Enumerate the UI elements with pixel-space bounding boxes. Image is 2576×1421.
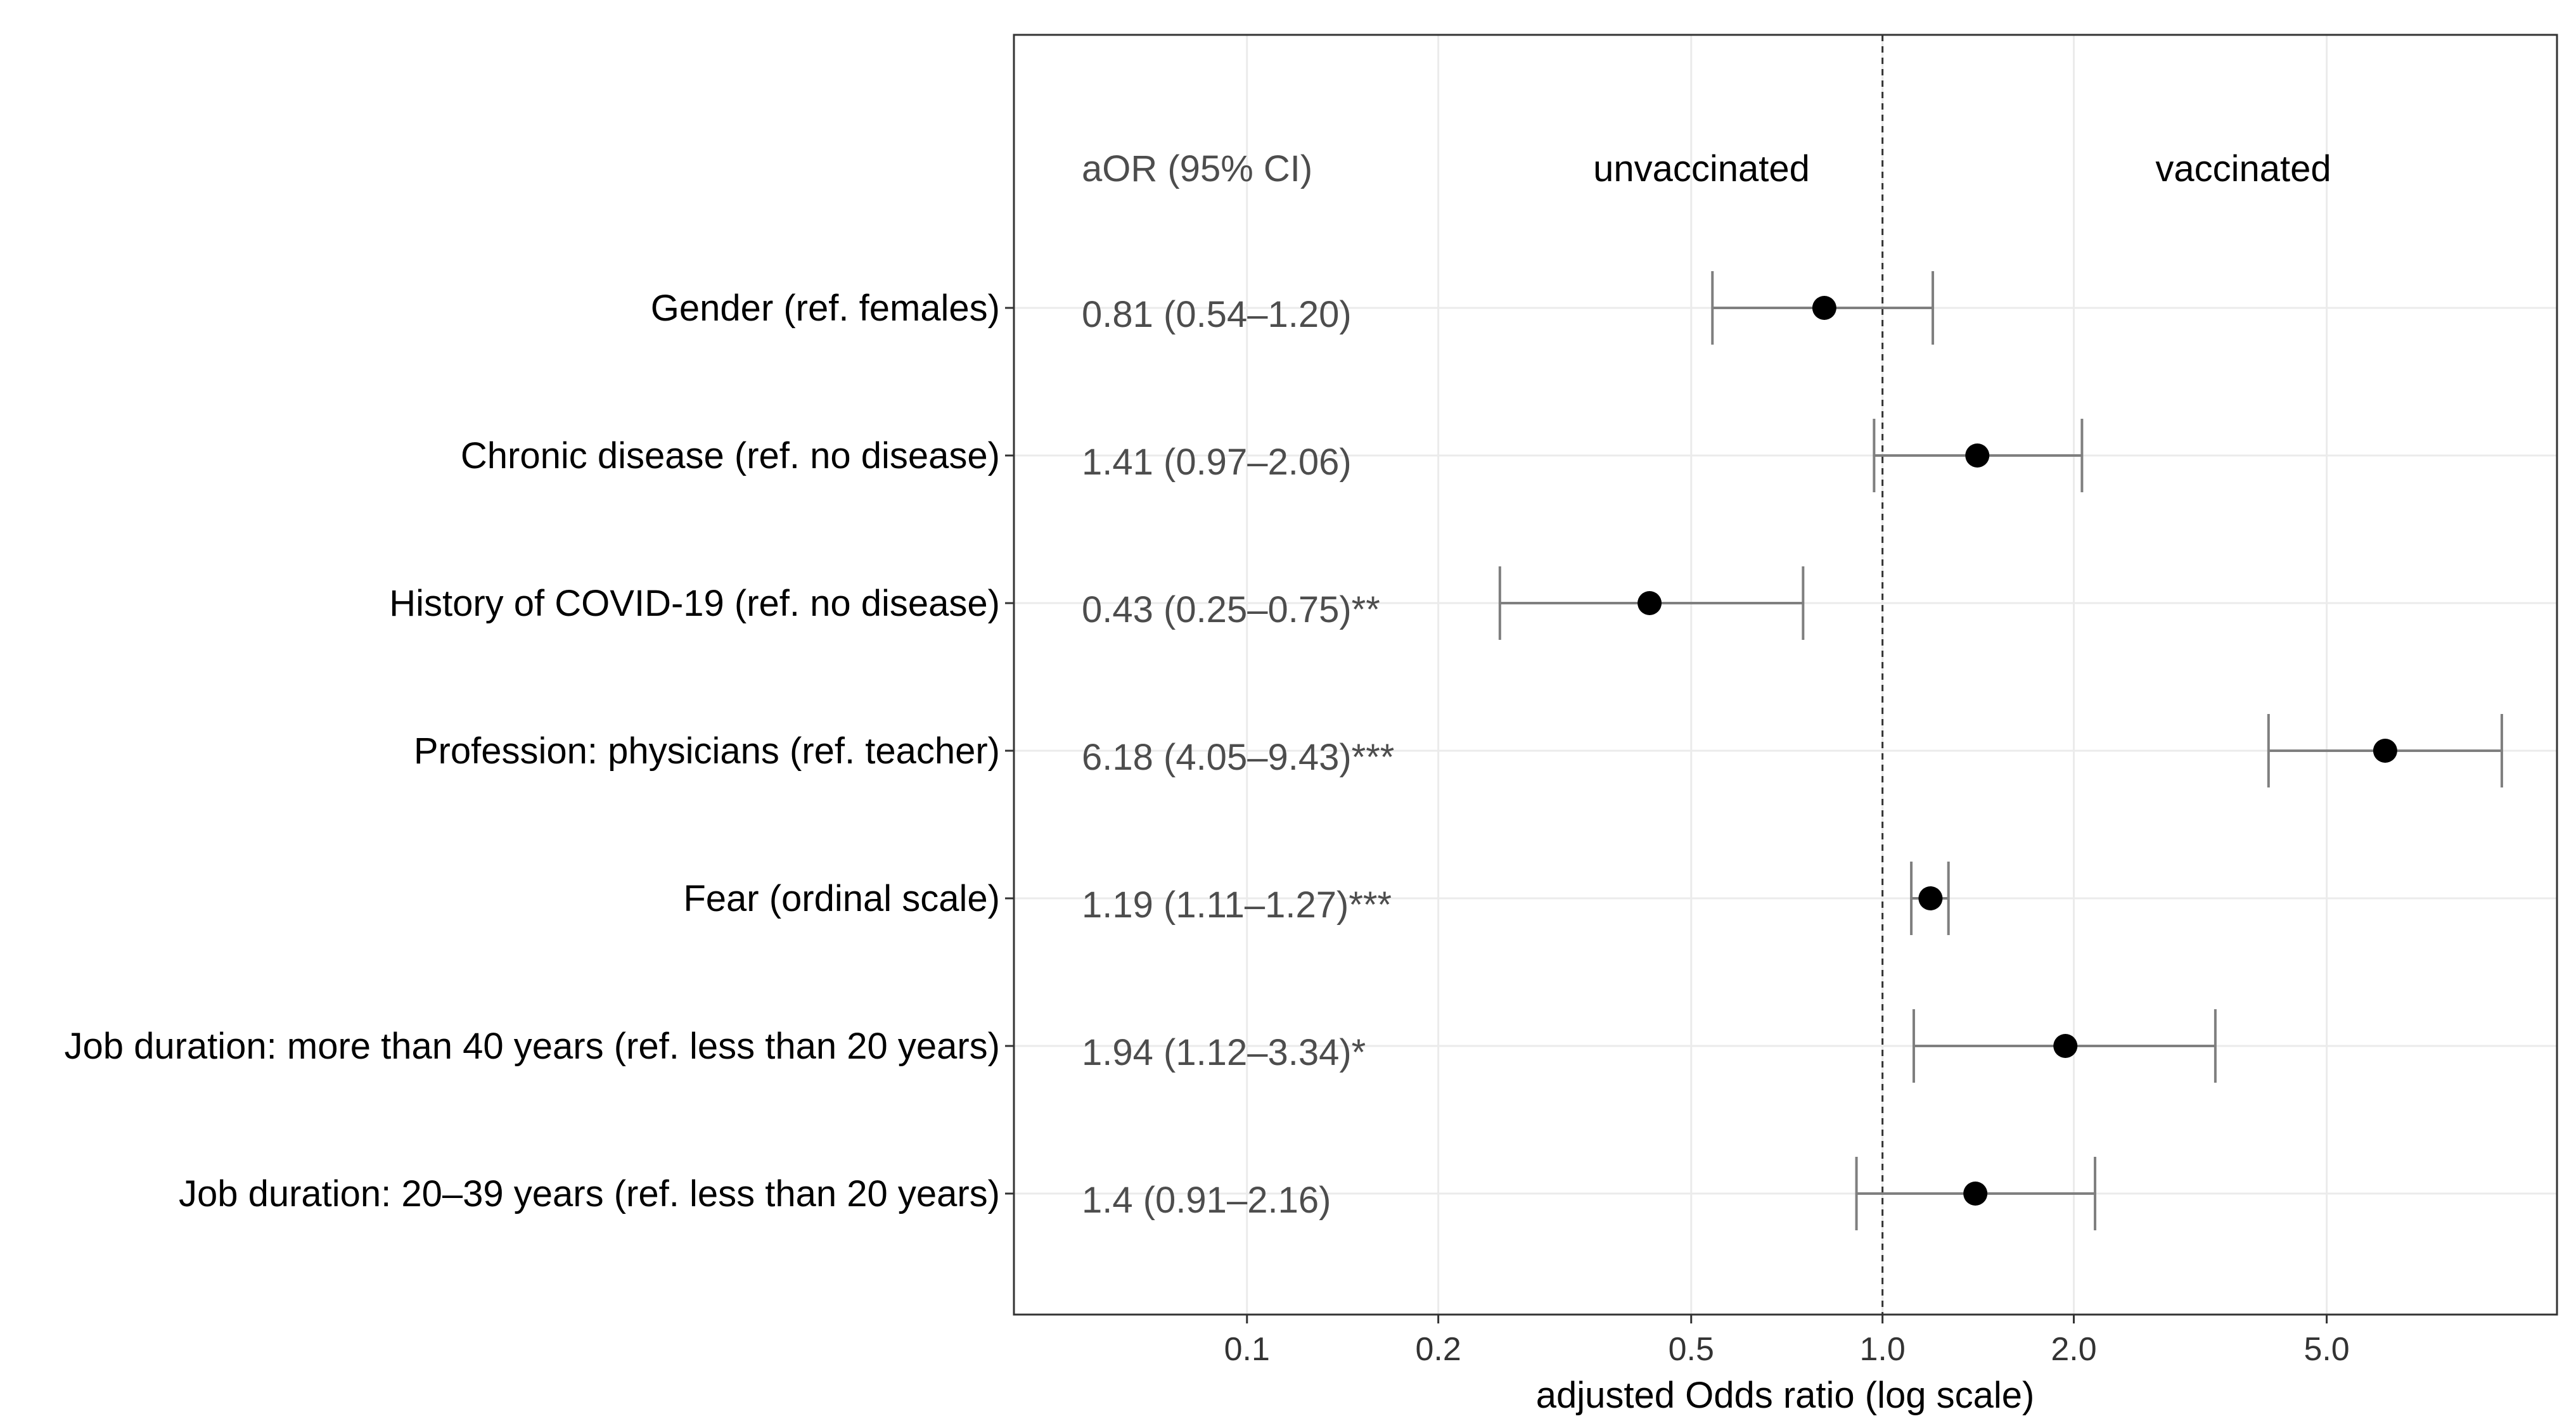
row-label: Gender (ref. females) [651, 288, 1000, 329]
aor-value-text: 1.94 (1.12–3.34)* [1082, 1032, 1366, 1073]
aor-point [1812, 296, 1836, 320]
aor-value-text: 0.43 (0.25–0.75)** [1082, 589, 1380, 630]
row-labels: Gender (ref. females) Chronic disease (re… [64, 288, 1000, 1214]
row-label: History of COVID-19 (ref. no disease) [389, 583, 1000, 624]
forest-row-mark [1910, 862, 1950, 935]
plot-border [1013, 34, 2558, 1316]
row-label: Job duration: more than 40 years (ref. l… [64, 1026, 1000, 1067]
aor-header: aOR (95% CI) [1082, 148, 1312, 189]
aor-value-text: 1.4 (0.91–2.16) [1082, 1180, 1331, 1221]
aor-value-text: 0.81 (0.54–1.20) [1082, 294, 1352, 335]
plot-background [1014, 35, 2557, 1315]
x-tick-label: 2.0 [2051, 1331, 2096, 1368]
aor-point [1965, 443, 1990, 468]
x-axis-title: adjusted Odds ratio (log scale) [1536, 1375, 2035, 1416]
aor-point [1963, 1182, 1988, 1206]
row-label: Fear (ordinal scale) [683, 878, 1000, 919]
aor-text-column: 0.81 (0.54–1.20) 1.41 (0.97–2.06) 0.43 (0.… [1082, 294, 1394, 1221]
row-label: Profession: physicians (ref. teacher) [414, 730, 1000, 772]
x-axis: 0.1 0.2 0.5 1.0 2.0 5.0 [1005, 307, 2350, 1368]
forest-row-mark [1711, 271, 1935, 345]
unvaccinated-label: unvaccinated [1593, 148, 1810, 189]
aor-point [1918, 886, 1943, 910]
vaccinated-label: vaccinated [2155, 148, 2331, 189]
aor-point [2053, 1034, 2078, 1058]
aor-value-text: 6.18 (4.05–9.43)*** [1082, 737, 1394, 778]
row-label: Chronic disease (ref. no disease) [461, 435, 1000, 476]
x-tick-label: 0.1 [1224, 1331, 1270, 1368]
forest-row-mark [1873, 419, 2084, 492]
forest-row-mark [1912, 1009, 2217, 1083]
x-tick-label: 5.0 [2304, 1331, 2349, 1368]
aor-value-text: 1.41 (0.97–2.06) [1082, 442, 1352, 483]
data-marks [1498, 35, 2503, 1315]
forest-row-mark [1855, 1157, 2097, 1230]
x-tick-label: 0.5 [1669, 1331, 1714, 1368]
aor-point [2373, 739, 2397, 763]
aor-value-text: 1.19 (1.11–1.27)*** [1082, 884, 1392, 926]
forest-row-mark [1498, 566, 1805, 640]
row-label: Job duration: 20–39 years (ref. less tha… [179, 1173, 1000, 1214]
aor-point [1637, 591, 1662, 615]
x-tick-label: 0.2 [1416, 1331, 1461, 1368]
forest-row-mark [2267, 714, 2503, 787]
x-tick-label: 1.0 [1859, 1331, 1905, 1368]
